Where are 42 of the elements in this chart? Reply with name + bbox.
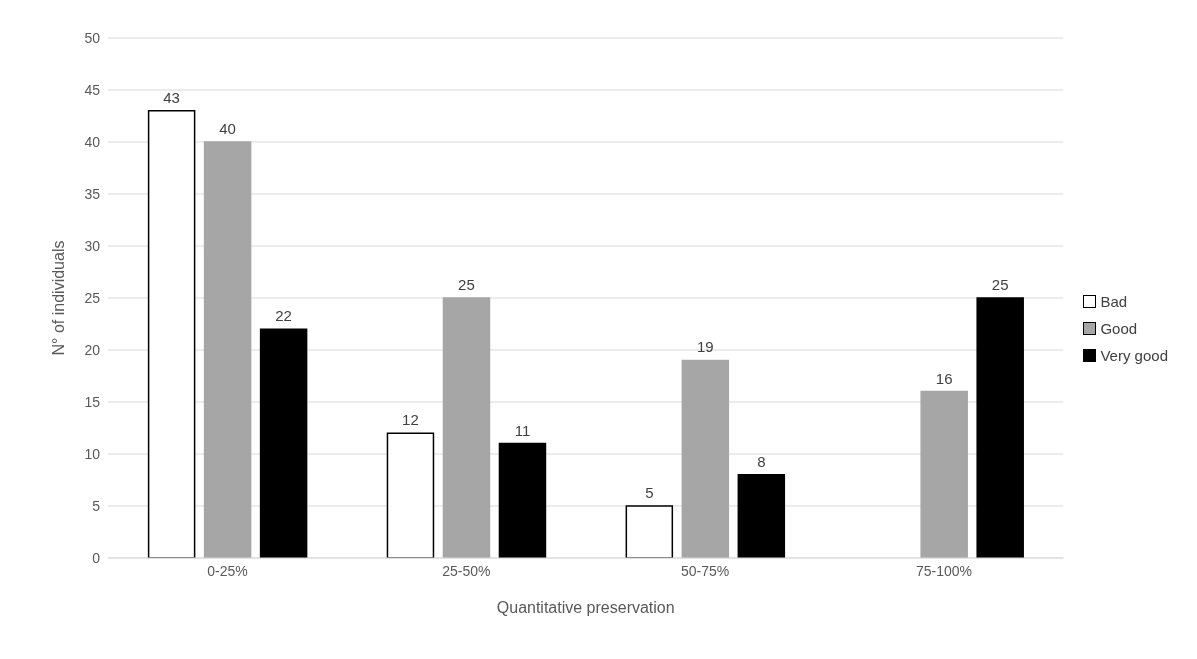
y-tick-label: 30: [84, 237, 101, 254]
x-tick-label: 25-50%: [442, 562, 491, 579]
bar: [920, 390, 968, 558]
y-tick-label: 25: [84, 289, 101, 306]
x-tick-label: 50-75%: [681, 562, 730, 579]
data-label: 11: [514, 421, 531, 439]
y-axis-title: N° of individuals: [49, 240, 67, 356]
bar: [681, 359, 730, 558]
y-tick-label: 20: [84, 341, 101, 358]
bar: [203, 141, 252, 558]
y-tick-label: 15: [84, 393, 101, 410]
x-tick-label: 0-25%: [207, 562, 248, 579]
bar: [976, 297, 1024, 558]
data-label: 19: [696, 338, 714, 356]
data-label: 8: [757, 452, 766, 470]
bar: [147, 110, 196, 558]
bar: [625, 505, 674, 558]
legend-label: Very good: [1100, 346, 1168, 364]
y-tick-label: 10: [84, 445, 101, 462]
bar: [259, 328, 308, 558]
legend-label: Bad: [1100, 292, 1128, 310]
y-tick-label: 5: [92, 497, 101, 514]
data-label: 12: [402, 411, 419, 429]
data-label: 16: [935, 369, 953, 387]
data-label: 43: [163, 88, 180, 106]
y-tick-label: 40: [84, 133, 101, 150]
legend-label: Good: [1100, 319, 1138, 337]
bar: [442, 297, 491, 558]
y-tick-label: 50: [84, 29, 101, 46]
y-tick-label: 0: [92, 549, 101, 566]
data-label: 25: [458, 276, 475, 293]
y-tick-label: 45: [84, 81, 101, 98]
bar: [386, 432, 435, 558]
y-tick-label: 35: [84, 185, 101, 202]
bar: [498, 442, 547, 558]
data-label: 22: [275, 307, 292, 325]
data-label: 25: [991, 276, 1009, 293]
data-label: 5: [645, 484, 654, 501]
x-axis-title: Quantitative preservation: [496, 599, 675, 616]
data-label: 40: [219, 120, 236, 137]
bar: [737, 474, 786, 558]
x-tick-label: 75-100%: [915, 562, 973, 579]
